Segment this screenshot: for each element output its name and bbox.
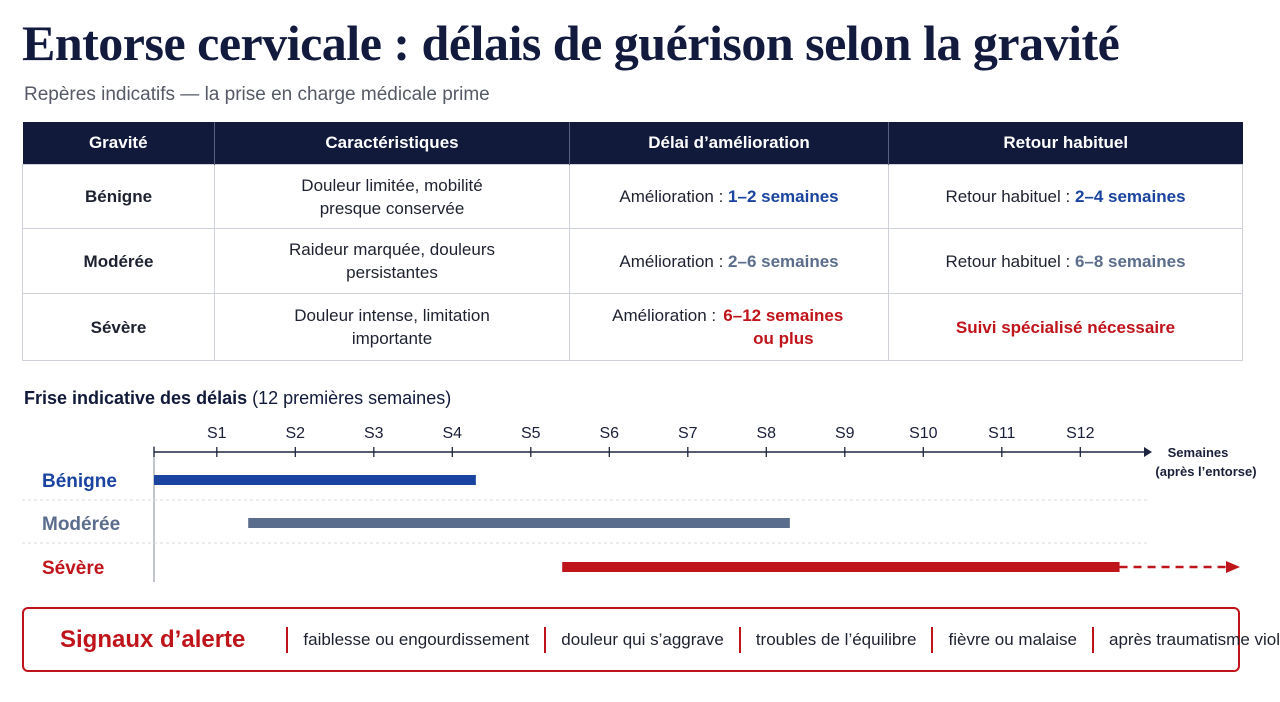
alert-separator (1092, 626, 1094, 653)
timeline-tick-label: S1 (207, 425, 227, 442)
alert-item: après traumatisme violent (1077, 626, 1280, 653)
timeline-tick-label: S12 (1066, 425, 1095, 442)
retour-value: 6–8 semaines (1074, 251, 1186, 271)
timeline-row-label: Modérée (42, 514, 120, 535)
gravite-cell: Sévère (22, 293, 215, 361)
caracteristiques-text: Douleur limitée, mobilité presque conser… (301, 175, 483, 218)
retour-prefix: Retour habituel : (945, 251, 1071, 271)
timeline-bar (248, 518, 790, 528)
timeline-bar (154, 475, 476, 485)
caracteristiques-text: Raideur marquée, douleurs persistantes (288, 240, 495, 282)
alert-item: douleur qui s’aggrave (529, 626, 724, 653)
alert-item-text: après traumatisme violent (1109, 629, 1280, 649)
retour-prefix: Retour habituel : (945, 187, 1071, 206)
alert-item-text: douleur qui s’aggrave (561, 629, 724, 649)
header-gravite: Gravité (22, 122, 215, 165)
timeline-tick-label: S5 (521, 425, 541, 442)
amelioration-cell: Amélioration : 1–2 semaines (569, 164, 889, 229)
timeline-tick-label: S4 (443, 425, 463, 442)
caracteristiques-text: Douleur intense, limitation importante (294, 306, 490, 348)
amelioration-cell: Amélioration : 6–12 semaines ou plus (569, 293, 889, 361)
amelioration-prefix: Amélioration : (619, 251, 724, 271)
page-title: Entorse cervicale : délais de guérison s… (22, 15, 1120, 71)
timeline-tick-label: S3 (364, 425, 384, 442)
retour-value: Suivi spécialisé nécessaire (955, 317, 1176, 337)
alert-separator (738, 626, 741, 653)
amelioration-prefix: Amélioration : (612, 306, 717, 325)
timeline-tick-label: S2 (286, 425, 306, 442)
table-header-row: Gravité Caractéristiques Délai d’amélior… (22, 122, 1243, 165)
timeline-axis-arrow (1144, 447, 1152, 457)
alert-box: Signaux d’alerte faiblesse ou engourdiss… (22, 607, 1280, 672)
page-subtitle: Repères indicatifs — la prise en charge … (24, 84, 490, 105)
timeline-tick-label: S10 (909, 425, 938, 442)
gravite-cell: Modérée (22, 228, 215, 294)
alert-item: faiblesse ou engourdissement (271, 626, 530, 653)
timeline-tick-label: S9 (835, 425, 855, 442)
gravite-cell: Bénigne (22, 164, 215, 229)
alert-separator (544, 626, 547, 653)
timeline-tick-label: S6 (600, 425, 620, 442)
amelioration-value: 1–2 semaines (728, 187, 839, 206)
alert-separator (931, 626, 934, 653)
table-row: Bénigne Douleur limitée, mobilité presqu… (22, 164, 1243, 229)
alert-item-text: faiblesse ou engourdissement (303, 629, 530, 649)
header-retour: Retour habituel (888, 122, 1243, 165)
alert-item: fièvre ou malaise (916, 626, 1077, 653)
timeline-row-label: Bénigne (42, 471, 117, 492)
timeline-chart: S1 S2 S3 S4 S5 S6 S7 S8 S9 S10 S11 S12 Semaines (aprè… (22, 425, 1257, 582)
table-row: Modérée Raideur marquée, douleurs persis… (22, 228, 1243, 294)
caracteristiques-cell: Douleur limitée, mobilité presque conser… (214, 164, 570, 229)
timeline-title-rest: (12 premières semaines) (252, 388, 452, 408)
table-row: Sévère Douleur intense, limitation impor… (22, 293, 1243, 361)
severity-table: Gravité Caractéristiques Délai d’amélior… (22, 122, 1243, 361)
timeline-axis-label: Semaines (1168, 445, 1229, 460)
amelioration-cell: Amélioration : 2–6 semaines (569, 228, 889, 294)
amelioration-prefix: Amélioration : (619, 187, 724, 206)
alert-title: Signaux d’alerte (60, 625, 246, 653)
caracteristiques-cell: Raideur marquée, douleurs persistantes (214, 228, 570, 294)
timeline-title: Frise indicative des délais (12 première… (24, 388, 451, 409)
timeline-bar (562, 562, 1120, 572)
caracteristiques-cell: Douleur intense, limitation importante (214, 293, 570, 361)
retour-cell: Retour habituel : 2–4 semaines (888, 164, 1243, 229)
alert-item-text: fièvre ou malaise (948, 629, 1077, 649)
timeline-axis-sublabel: (après l’entorse) (1155, 464, 1256, 479)
alert-item: troubles de l’équilibre (724, 626, 917, 653)
timeline-bar-arrow (1226, 561, 1240, 573)
timeline-tick-label: S8 (757, 425, 777, 442)
timeline-row-label: Sévère (42, 558, 104, 579)
retour-value: 2–4 semaines (1074, 187, 1186, 206)
retour-cell: Retour habituel : 6–8 semaines (888, 228, 1243, 294)
timeline-title-bold: Frise indicative des délais (24, 388, 248, 408)
retour-cell: Suivi spécialisé nécessaire (888, 293, 1243, 361)
timeline-tick-label: S7 (678, 425, 698, 442)
header-delai: Délai d’amélioration (569, 122, 889, 165)
header-caracteristiques: Caractéristiques (214, 122, 570, 165)
alert-separator (286, 626, 289, 653)
amelioration-value: 6–12 semaines ou plus (723, 306, 844, 348)
timeline-tick-label: S11 (988, 425, 1015, 442)
amelioration-value: 2–6 semaines (728, 251, 839, 271)
alert-item-text: troubles de l’équilibre (755, 629, 917, 649)
